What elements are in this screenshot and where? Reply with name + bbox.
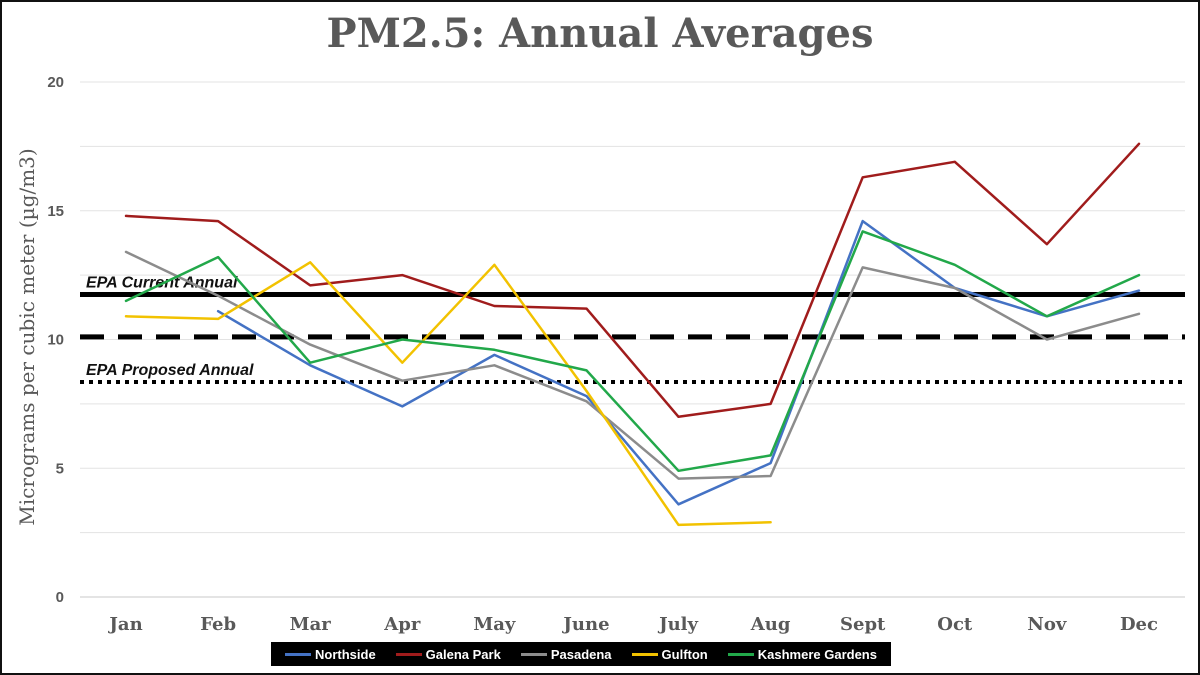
y-tick-label: 10 [47, 332, 64, 349]
x-tick-label: May [473, 614, 516, 635]
x-tick-label: Feb [200, 614, 236, 635]
legend-item: Pasadena [520, 646, 612, 662]
series-line-pasadena [124, 250, 1141, 480]
legend-swatch [727, 652, 754, 656]
legend-swatch [520, 652, 547, 656]
y-tick-label: 5 [56, 460, 64, 477]
y-tick-label: 15 [47, 203, 64, 220]
legend-label: Galena Park [425, 646, 501, 662]
x-tick-label: July [657, 614, 698, 635]
x-tick-label: Sept [840, 614, 886, 635]
legend-label: Northside [315, 646, 376, 662]
series-line-galena-park [124, 142, 1141, 419]
legend-label: Gulfton [661, 646, 708, 662]
legend-item: Kashmere Gardens [727, 646, 877, 662]
series-line-northside [216, 219, 1141, 506]
x-tick-label: Oct [937, 614, 973, 635]
x-tick-label: Nov [1027, 614, 1066, 635]
legend-label: Pasadena [550, 646, 612, 662]
legend-item: Northside [285, 647, 376, 662]
legend-label: Kashmere Gardens [757, 646, 877, 662]
series-line-gulfton [124, 261, 772, 527]
x-tick-label: Apr [383, 614, 421, 635]
legend-item: Gulfton [631, 646, 708, 662]
chart-title: PM2.5: Annual Averages [326, 10, 874, 57]
reference-line-label: EPA Proposed Annual [86, 362, 254, 379]
x-tick-label: Aug [750, 614, 791, 635]
x-tick-label: Dec [1120, 614, 1158, 635]
legend: Northside Galena Park Pasadena Gulfton Kashm… [271, 642, 891, 666]
y-axis-label: Micrograms per cubic meter (µg/m3) [15, 148, 39, 525]
legend-swatch [395, 652, 422, 656]
series-line-kashmere-gardens [124, 230, 1141, 473]
x-tick-label: June [561, 614, 609, 635]
legend-swatch [285, 652, 311, 656]
y-tick-label: 20 [47, 74, 64, 91]
legend-swatch [631, 652, 658, 656]
y-tick-label: 0 [56, 589, 64, 606]
x-tick-label: Jan [107, 614, 142, 635]
x-tick-label: Mar [290, 614, 332, 635]
legend-item: Galena Park [395, 646, 501, 662]
